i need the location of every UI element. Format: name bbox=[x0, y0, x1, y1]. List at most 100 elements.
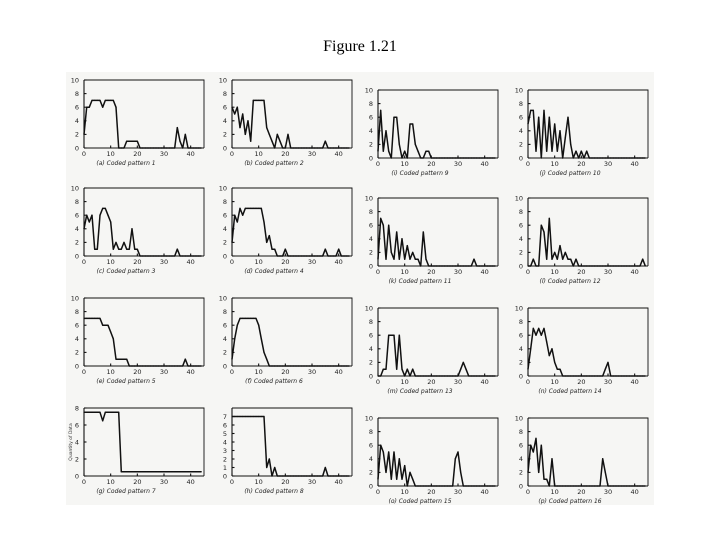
data-point bbox=[112, 99, 114, 101]
y-tick-label: 4 bbox=[519, 127, 523, 135]
chart-panel-10: 0 10 20 30 40 0 2 4 6 8 10 (f) Coded pattern 6 bbox=[219, 294, 353, 385]
data-point bbox=[548, 116, 550, 118]
x-tick-label: 0 bbox=[82, 258, 86, 266]
data-point bbox=[572, 375, 574, 377]
x-tick-label: 0 bbox=[526, 378, 530, 386]
data-point bbox=[96, 248, 98, 250]
data-point bbox=[158, 365, 160, 367]
data-point bbox=[200, 255, 202, 257]
data-point bbox=[486, 157, 488, 159]
plot-frame bbox=[378, 89, 499, 158]
data-point bbox=[187, 255, 189, 257]
data-point bbox=[110, 221, 112, 223]
data-point bbox=[190, 471, 192, 473]
x-tick-label: 20 bbox=[133, 150, 141, 158]
data-point bbox=[422, 485, 424, 487]
x-tick-label: 30 bbox=[308, 150, 316, 158]
data-point bbox=[118, 358, 120, 360]
y-tick-label: 4 bbox=[75, 335, 79, 343]
data-point bbox=[610, 375, 612, 377]
data-point bbox=[239, 317, 241, 319]
data-point bbox=[152, 365, 154, 367]
data-point bbox=[268, 133, 270, 135]
data-point bbox=[620, 157, 622, 159]
chart-panel-6: 0 10 20 30 40 0 2 4 6 8 10 (d) Coded pattern 4 bbox=[219, 184, 353, 275]
data-point bbox=[438, 157, 440, 159]
data-series-line bbox=[377, 217, 496, 267]
data-point bbox=[610, 265, 612, 267]
data-point bbox=[319, 475, 321, 477]
data-point bbox=[380, 109, 382, 111]
data-point bbox=[567, 116, 569, 118]
data-point bbox=[457, 375, 459, 377]
x-tick-label: 40 bbox=[187, 368, 195, 376]
data-point bbox=[327, 475, 329, 477]
data-point bbox=[343, 475, 345, 477]
y-tick-label: 8 bbox=[223, 198, 227, 206]
data-point bbox=[231, 415, 233, 418]
data-point bbox=[481, 265, 483, 267]
x-tick-label: 0 bbox=[230, 150, 234, 158]
data-point bbox=[449, 375, 451, 377]
y-tick-label: 2 bbox=[519, 249, 523, 257]
x-tick-label: 30 bbox=[160, 258, 168, 266]
data-point bbox=[287, 475, 289, 477]
data-point bbox=[260, 207, 262, 209]
data-point bbox=[86, 411, 88, 413]
data-point bbox=[618, 265, 620, 267]
data-point bbox=[436, 485, 438, 487]
data-point bbox=[88, 221, 90, 223]
data-point bbox=[335, 255, 337, 257]
y-tick-label: 8 bbox=[519, 208, 523, 216]
data-point bbox=[546, 258, 548, 260]
data-point bbox=[134, 365, 136, 367]
y-tick-label: 0 bbox=[223, 472, 227, 480]
data-point bbox=[144, 147, 146, 149]
data-point bbox=[639, 265, 641, 267]
data-point bbox=[538, 471, 540, 473]
data-point bbox=[535, 150, 537, 152]
data-point bbox=[102, 420, 104, 422]
data-series-line bbox=[83, 207, 202, 257]
data-point bbox=[131, 140, 133, 142]
data-point bbox=[583, 485, 585, 487]
chart-caption: (d) Coded pattern 4 bbox=[244, 268, 304, 275]
data-point bbox=[152, 147, 154, 149]
y-tick-label: 6 bbox=[519, 222, 523, 230]
data-point bbox=[636, 485, 638, 487]
y-tick-label: 10 bbox=[515, 304, 523, 312]
data-point bbox=[644, 157, 646, 159]
y-tick-label: 4 bbox=[223, 438, 227, 446]
data-point bbox=[308, 365, 310, 367]
data-point bbox=[327, 365, 329, 367]
data-point bbox=[478, 157, 480, 159]
y-tick-label: 4 bbox=[369, 127, 373, 135]
data-point bbox=[444, 485, 446, 487]
y-tick-label: 10 bbox=[515, 414, 523, 422]
data-point bbox=[562, 258, 564, 260]
x-tick-label: 0 bbox=[526, 268, 530, 276]
data-point bbox=[484, 375, 486, 377]
data-series-line bbox=[231, 99, 350, 149]
data-point bbox=[626, 485, 628, 487]
y-tick-label: 2 bbox=[75, 455, 79, 463]
data-point bbox=[284, 365, 286, 367]
x-tick-label: 20 bbox=[133, 478, 141, 486]
y-tick-label: 8 bbox=[223, 90, 227, 98]
data-point bbox=[543, 231, 545, 233]
data-point bbox=[462, 265, 464, 267]
data-point bbox=[91, 99, 93, 101]
data-point bbox=[428, 375, 430, 377]
data-point bbox=[99, 214, 101, 216]
data-point bbox=[454, 375, 456, 377]
data-point bbox=[420, 265, 422, 267]
data-point bbox=[330, 255, 332, 257]
x-tick-label: 40 bbox=[481, 488, 489, 496]
data-point bbox=[155, 471, 157, 473]
x-tick-label: 0 bbox=[230, 368, 234, 376]
data-point bbox=[586, 485, 588, 487]
x-tick-label: 40 bbox=[481, 378, 489, 386]
data-point bbox=[174, 471, 176, 473]
data-point bbox=[300, 475, 302, 477]
data-point bbox=[607, 157, 609, 159]
